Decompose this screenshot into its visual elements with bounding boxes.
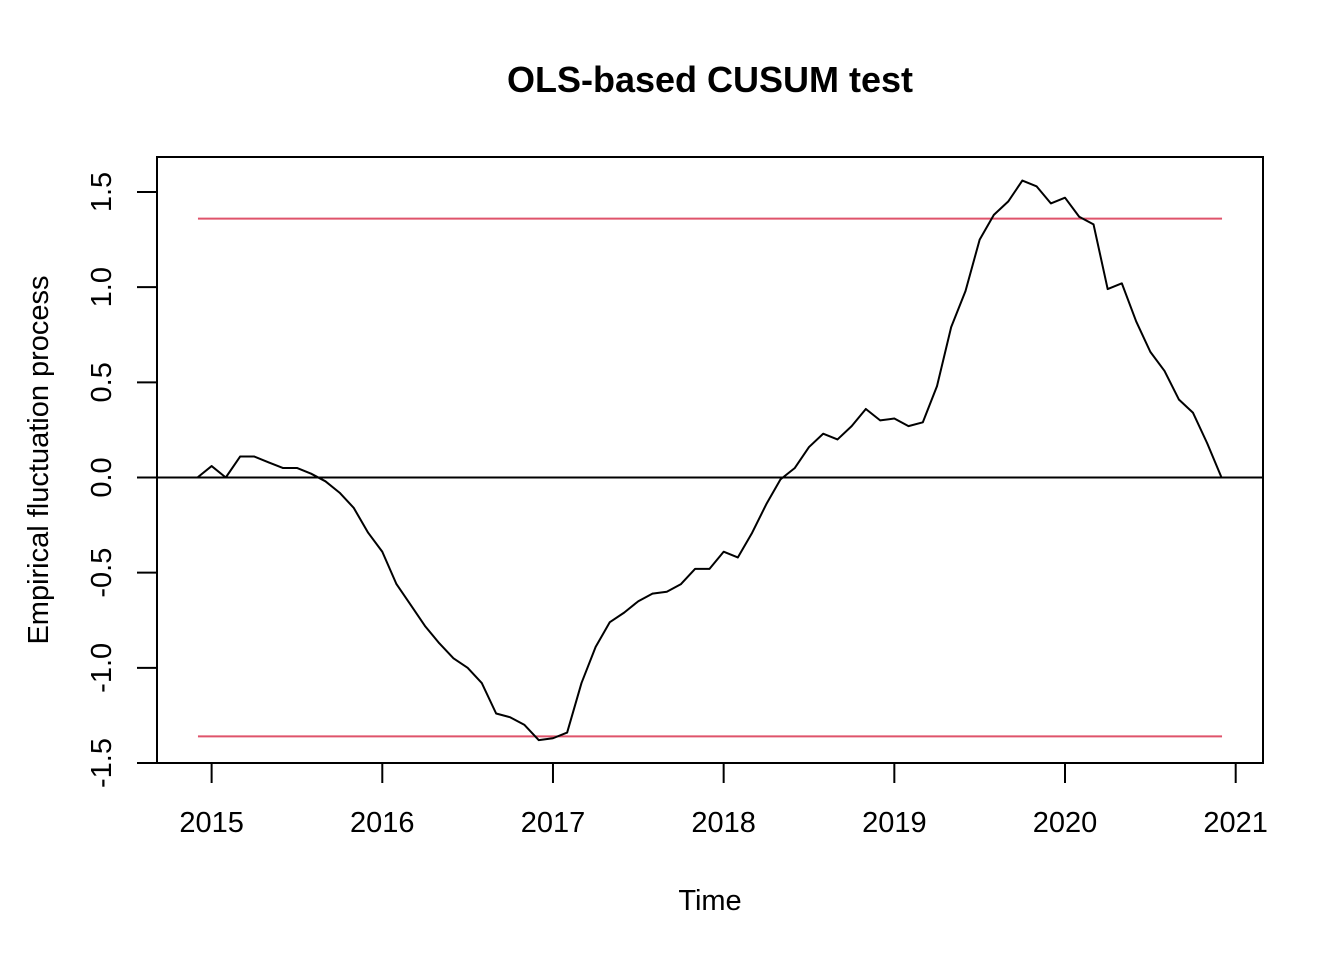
data-point <box>879 419 881 422</box>
data-point <box>694 568 696 570</box>
data-point <box>338 491 341 494</box>
x-tick-label: 2021 <box>1203 807 1268 839</box>
data-point <box>253 455 256 458</box>
data-point <box>466 667 469 669</box>
data-point <box>907 425 910 427</box>
data-point <box>495 712 497 715</box>
x-axis-ticks: 2015 2016 2017 2018 2019 2020 2021 <box>179 762 1268 839</box>
x-axis-label: Time <box>678 885 741 917</box>
fluctuation-process-line <box>196 179 1223 742</box>
data-point <box>836 438 839 441</box>
data-point <box>1163 370 1166 372</box>
data-point <box>680 583 682 585</box>
data-point <box>1078 215 1080 218</box>
y-tick-label: -0.5 <box>86 548 118 598</box>
data-point <box>1121 282 1123 285</box>
data-point <box>1149 351 1152 353</box>
y-tick-label: 1.5 <box>86 172 118 212</box>
data-point <box>623 611 625 614</box>
data-point <box>1007 200 1009 203</box>
data-point <box>609 621 611 623</box>
data-point <box>552 737 554 740</box>
data-point <box>964 290 967 292</box>
data-point <box>1050 202 1052 205</box>
data-point <box>765 503 768 505</box>
data-point <box>1178 398 1180 401</box>
data-point <box>1192 411 1194 414</box>
data-point <box>1035 185 1038 188</box>
data-point <box>1206 442 1208 445</box>
data-point <box>538 739 540 741</box>
data-point <box>239 455 241 458</box>
data-point <box>808 446 810 448</box>
data-point <box>936 385 938 387</box>
y-tick-label: 1.0 <box>86 267 118 307</box>
plot-frame <box>156 156 1264 764</box>
data-point <box>1064 196 1066 199</box>
data-point <box>594 646 597 648</box>
y-tick-label: 0.5 <box>86 362 118 402</box>
x-tick-label: 2015 <box>179 807 244 839</box>
data-point <box>865 408 867 410</box>
data-point <box>651 592 654 595</box>
data-point <box>978 238 981 241</box>
data-point <box>1106 288 1109 290</box>
data-point <box>1135 320 1137 323</box>
data-point <box>267 461 270 464</box>
data-point <box>779 478 782 481</box>
data-point <box>438 642 440 644</box>
data-point <box>566 731 568 734</box>
data-point <box>395 583 398 585</box>
y-tick-label: -1.5 <box>86 738 118 788</box>
data-point <box>1092 223 1095 226</box>
data-point <box>196 476 199 479</box>
x-tick-label: 2020 <box>1033 807 1098 839</box>
fluctuation-process-points <box>196 179 1223 741</box>
data-point <box>751 531 753 534</box>
data-point <box>922 421 924 424</box>
y-axis-label: Empirical fluctuation process <box>23 275 55 644</box>
data-point <box>410 604 412 606</box>
data-point <box>224 476 227 479</box>
data-point <box>481 682 483 684</box>
x-tick-label: 2018 <box>691 807 756 839</box>
y-tick-label: 0.0 <box>86 457 118 497</box>
data-point <box>210 465 213 467</box>
data-point <box>893 417 896 420</box>
data-point <box>296 467 298 469</box>
data-point <box>1021 179 1024 182</box>
data-point <box>1220 476 1223 479</box>
data-point <box>637 600 640 603</box>
data-point <box>381 550 384 553</box>
x-tick-label: 2017 <box>521 807 586 839</box>
data-point <box>737 556 739 559</box>
data-point <box>523 724 526 726</box>
data-point <box>509 716 512 719</box>
data-point <box>794 467 796 469</box>
chart-title: OLS-based CUSUM test <box>507 59 913 100</box>
data-point <box>993 214 995 216</box>
data-point <box>352 507 355 509</box>
data-point <box>367 531 369 534</box>
data-point <box>722 550 725 553</box>
data-point <box>580 682 583 684</box>
x-tick-label: 2016 <box>350 807 415 839</box>
y-tick-label: -1.0 <box>86 643 118 693</box>
y-axis-ticks: -1.5 -1.0 -0.5 0.0 0.5 1.0 1.5 <box>86 172 158 788</box>
x-tick-label: 2019 <box>862 807 927 839</box>
data-point <box>310 472 312 475</box>
data-point <box>424 625 426 627</box>
data-point <box>822 432 824 435</box>
data-point <box>950 326 952 328</box>
data-point <box>324 480 327 483</box>
data-point <box>708 568 711 570</box>
data-point <box>850 425 853 427</box>
data-point <box>666 590 668 593</box>
data-point <box>281 467 284 469</box>
data-point <box>452 657 455 660</box>
